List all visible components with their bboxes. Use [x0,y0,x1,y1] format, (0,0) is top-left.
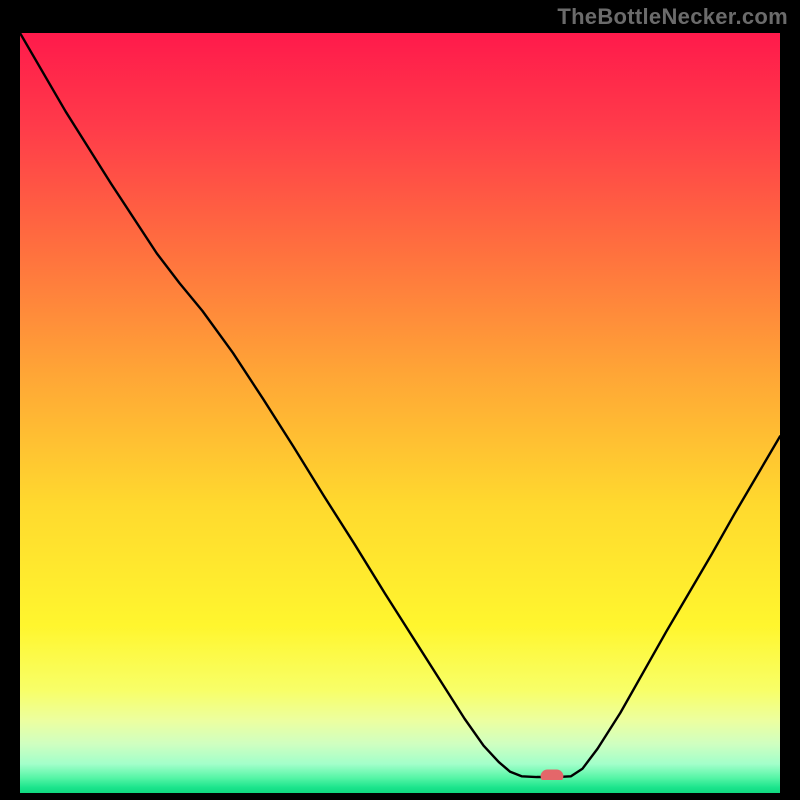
selected-point-marker [20,33,780,780]
watermark-text: TheBottleNecker.com [557,4,788,30]
stage: TheBottleNecker.com [0,0,800,800]
plot-area [20,33,780,780]
